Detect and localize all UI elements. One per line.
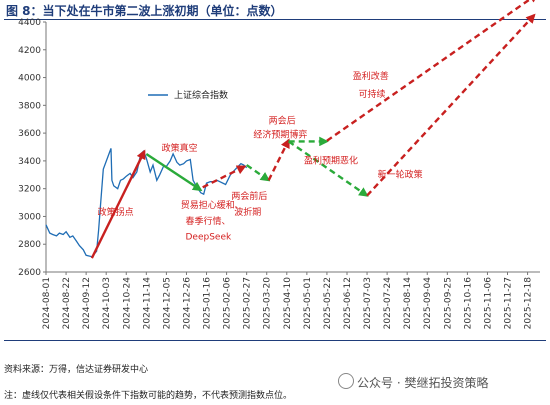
- legend-label: 上证综合指数: [174, 89, 228, 101]
- x-tick-label: 2025-02-06: [223, 277, 233, 330]
- title-divider: [4, 19, 546, 20]
- annotation: DeepSeek: [186, 232, 233, 242]
- x-tick-label: 2025-07-24: [383, 277, 393, 330]
- x-tick-label: 2025-09-04: [423, 277, 433, 330]
- annotation: 盈利改善: [353, 70, 389, 82]
- watermark-text: 公众号 · 樊继拓投资策略: [357, 376, 489, 390]
- trend-arrow-up: [90, 149, 146, 259]
- x-tick-label: 2024-08-22: [62, 277, 72, 329]
- annotation: 春季行情、: [186, 215, 231, 227]
- y-tick-label: 3800: [18, 101, 41, 111]
- y-tick-label: 4400: [18, 18, 41, 28]
- x-tick-label: 2024-10-03: [102, 277, 112, 329]
- annotation: 新一轮政策: [378, 169, 423, 181]
- x-tick-label: 2024-12-26: [182, 277, 192, 330]
- watermark: 公众号 · 樊继拓投资策略: [338, 373, 488, 391]
- chart-title: 图 8：当下处在牛市第二波上涨初期（单位：点数）: [6, 4, 283, 18]
- y-tick-label: 3600: [18, 129, 41, 139]
- x-tick-label: 2025-05-22: [323, 277, 333, 329]
- chart-canvas: 2600 2800 3000 3200 3400 3600 3800 4000 4200 4400…: [18, 0, 540, 330]
- annotation: 政策真空: [162, 142, 198, 154]
- footer-divider: [4, 340, 546, 341]
- annotation: 波折期: [234, 206, 261, 218]
- x-tick-label: 2025-08-14: [403, 277, 413, 330]
- annotation: 两会前后: [231, 190, 267, 202]
- y-tick-label: 4000: [18, 74, 41, 84]
- x-tick-label: 2025-12-18: [524, 277, 534, 330]
- annotation: 政策拐点: [98, 206, 134, 218]
- x-tick-label: 2025-11-27: [504, 277, 514, 329]
- y-tick-label: 4200: [18, 46, 41, 56]
- x-tick-label: 2025-05-01: [303, 277, 313, 329]
- y-tick-label: 2600: [18, 268, 41, 278]
- note-text: 注：虚线仅代表相关假设条件下指数可能的趋势，不代表预测指数点位。: [4, 391, 293, 401]
- trend-arrow-up: [366, 13, 536, 197]
- annotation: 经济预期博弈: [253, 128, 307, 140]
- x-tick-label: 2024-11-14: [142, 277, 152, 330]
- trend-arrow-down: [145, 152, 203, 192]
- x-tick-label: 2025-10-16: [463, 277, 473, 330]
- annotation: 盈利预期恶化: [304, 155, 358, 167]
- trend-arrow-up: [326, 0, 539, 142]
- x-tick-label: 2025-03-20: [263, 277, 273, 330]
- y-tick-label: 3400: [18, 157, 41, 167]
- x-tick-label: 2025-07-03: [363, 277, 373, 329]
- x-tick-label: 2025-02-27: [243, 277, 253, 329]
- x-tick-label: 2024-10-24: [122, 277, 132, 330]
- y-tick-label: 3000: [18, 212, 41, 222]
- annotation: 可持续: [358, 88, 385, 100]
- y-tick-label: 2800: [18, 240, 41, 250]
- x-tick-label: 2024-12-05: [162, 277, 172, 329]
- x-tick-label: 2024-08-01: [42, 277, 52, 329]
- trend-arrow-up: [267, 138, 290, 181]
- wechat-icon: [338, 373, 354, 389]
- x-tick-label: 2024-09-12: [82, 277, 92, 329]
- x-tick-label: 2025-09-25: [443, 277, 453, 329]
- x-tick-label: 2025-01-16: [203, 277, 213, 330]
- annotation: 贸易担心缓和、: [181, 199, 244, 211]
- source-text: 资料来源：万得，信达证券研发中心: [4, 365, 149, 375]
- x-tick-label: 2025-11-06: [483, 277, 493, 330]
- y-tick-label: 3200: [18, 185, 41, 195]
- annotation: 两会后: [269, 114, 296, 126]
- trend-arrow-down: [245, 164, 271, 182]
- trend-arrow-down: [288, 140, 369, 197]
- x-tick-label: 2025-06-12: [343, 277, 353, 329]
- x-tick-label: 2025-04-10: [283, 277, 293, 330]
- trend-arrow-up: [202, 165, 247, 189]
